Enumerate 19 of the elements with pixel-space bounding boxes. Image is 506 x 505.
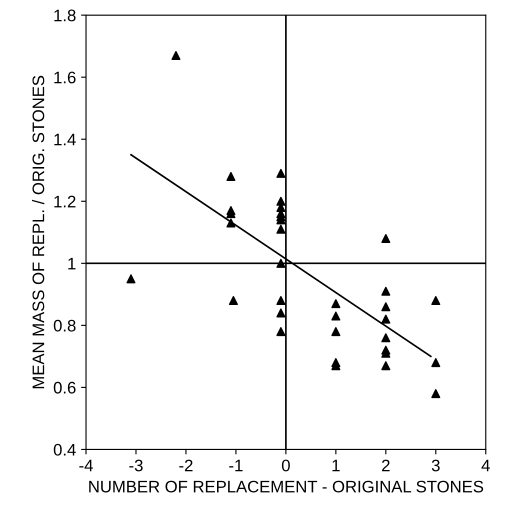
y-axis-title: MEAN MASS OF REPL. / ORIG. STONES (32, 76, 44, 388)
y-tick-label: 1.6 (54, 72, 76, 84)
x-tick-label: -3 (129, 460, 143, 472)
y-tick-label: 1.4 (54, 134, 76, 146)
y-tick-label: 0.8 (54, 320, 76, 332)
x-tick-label: 1 (332, 460, 340, 472)
y-tick-label: 1 (68, 258, 76, 270)
x-tick-label: -4 (79, 460, 93, 472)
y-tick-label: 0.4 (54, 444, 76, 456)
x-tick-label: -1 (229, 460, 243, 472)
y-tick-label: 1.8 (54, 10, 76, 22)
x-tick-label: 2 (382, 460, 390, 472)
x-axis-title: NUMBER OF REPLACEMENT - ORIGINAL STONES (89, 480, 484, 493)
y-tick-label: 0.6 (54, 382, 76, 394)
x-tick-label: 0 (282, 460, 290, 472)
y-tick-label: 1.2 (54, 196, 76, 208)
x-tick-label: 4 (482, 460, 490, 472)
x-tick-label: 3 (432, 460, 440, 472)
x-tick-label: -2 (179, 460, 193, 472)
